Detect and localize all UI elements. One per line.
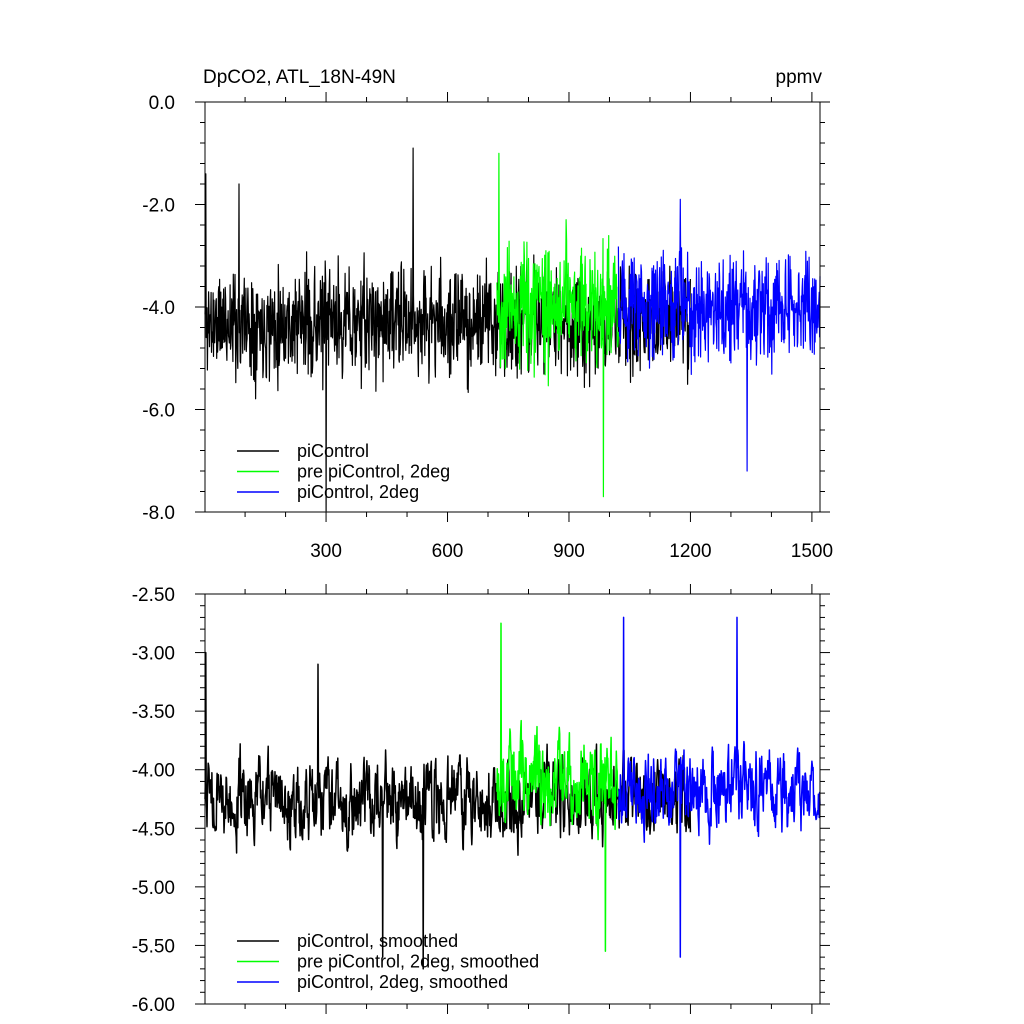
legend-label: pre piControl, 2deg bbox=[297, 462, 450, 482]
y-tick-label: -5.00 bbox=[132, 878, 175, 899]
legend-label: piControl, smoothed bbox=[297, 931, 458, 951]
legend-label: pre piControl, 2deg, smoothed bbox=[297, 952, 539, 972]
legend-label: piControl, 2deg, smoothed bbox=[297, 972, 508, 992]
x-tick-label: 1500 bbox=[791, 541, 833, 562]
bottom-series-group bbox=[204, 616, 821, 970]
series-line-3 bbox=[617, 198, 821, 472]
top-panel-units: ppmv bbox=[776, 67, 823, 88]
top-panel-title: DpCO2, ATL_18N-49N bbox=[203, 67, 396, 88]
bottom-panel: -2.50 -3.00 -3.50 -4.00 -4.50 -5.00 -5.50 -6.00… bbox=[132, 584, 830, 1016]
series-line-3 bbox=[617, 616, 821, 958]
y-tick-label: -3.00 bbox=[132, 644, 175, 665]
legend-label: piControl, 2deg bbox=[297, 482, 419, 502]
legend-label: piControl bbox=[297, 441, 369, 461]
y-tick-label: 0.0 bbox=[149, 93, 175, 114]
y-tick-label: -6.00 bbox=[132, 995, 175, 1016]
x-tick-label: 1200 bbox=[669, 541, 711, 562]
x-tick-label: 300 bbox=[310, 541, 342, 562]
y-tick-label: -4.00 bbox=[132, 761, 175, 782]
y-tick-label: -3.50 bbox=[132, 702, 175, 723]
series-line-1 bbox=[204, 651, 692, 970]
plot-frame bbox=[204, 593, 821, 1005]
y-tick-label: -8.0 bbox=[142, 503, 175, 524]
bottom-axes: -2.50 -3.00 -3.50 -4.00 -4.50 -5.00 -5.50 -6.00 bbox=[132, 584, 830, 1016]
y-tick-label: -4.0 bbox=[142, 298, 175, 319]
x-tick-label: 900 bbox=[553, 541, 585, 562]
y-tick-label: -2.0 bbox=[142, 196, 175, 217]
series-line-2 bbox=[496, 622, 620, 953]
y-tick-label: -5.50 bbox=[132, 936, 175, 957]
series-line-2 bbox=[496, 152, 619, 498]
top-series-group bbox=[204, 147, 821, 512]
x-tick-label: 600 bbox=[432, 541, 464, 562]
y-tick-label: -4.50 bbox=[132, 819, 175, 840]
top-axes: 300 600 900 1200 1500 0.0 -2.0 -4.0 -6.0 -8.0 bbox=[142, 92, 833, 562]
top-panel: DpCO2, ATL_18N-49N ppmv 300 600 900 1200 150… bbox=[142, 67, 833, 562]
y-tick-label: -6.0 bbox=[142, 401, 175, 422]
y-tick-label: -2.50 bbox=[132, 585, 175, 606]
